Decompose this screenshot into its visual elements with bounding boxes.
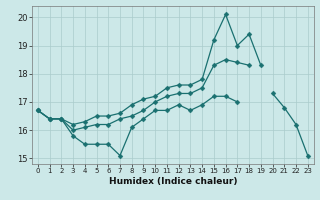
X-axis label: Humidex (Indice chaleur): Humidex (Indice chaleur)	[108, 177, 237, 186]
